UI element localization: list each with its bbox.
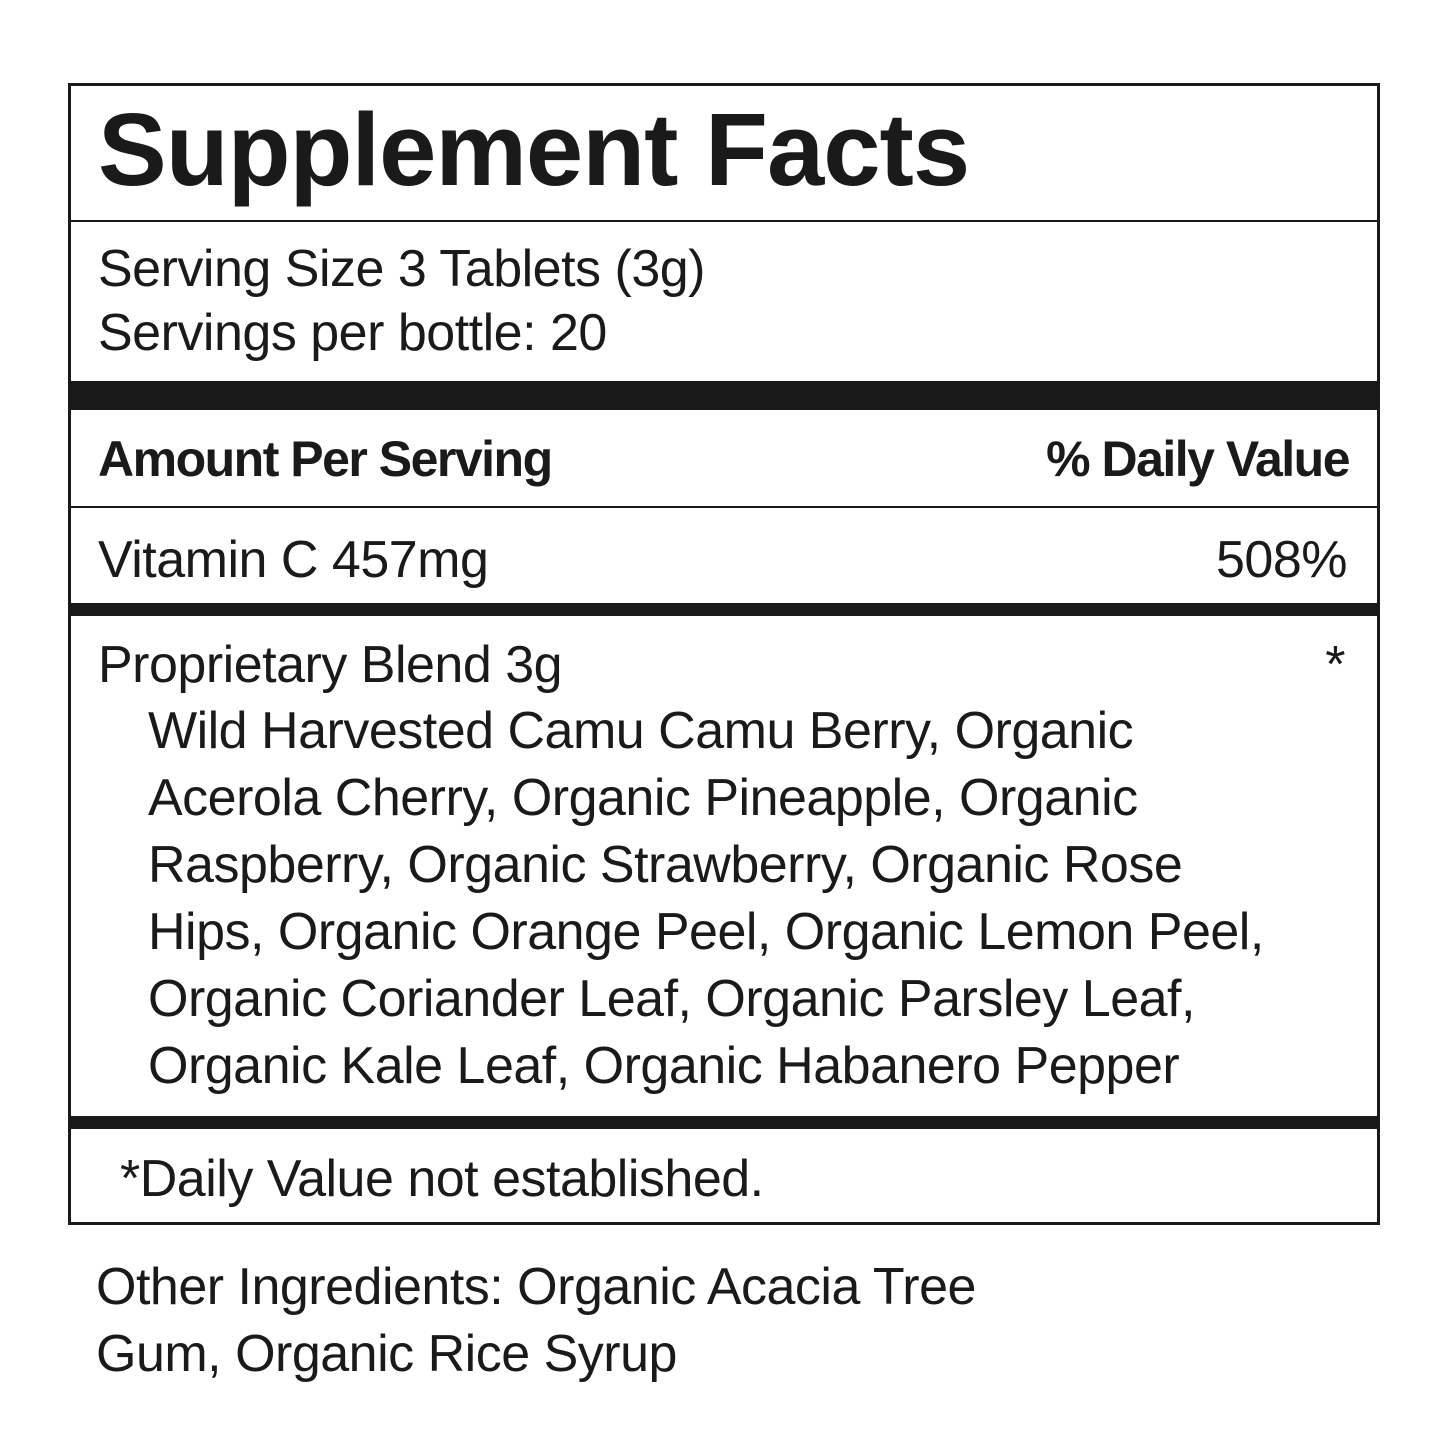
divider-thin [68,506,1380,508]
nutrient-name: Vitamin C 457mg [98,531,489,589]
ingredient-line: Organic Coriander Leaf, Organic Parsley … [148,970,1195,1028]
divider-thick [68,381,1380,410]
panel-title: Supplement Facts [98,92,970,207]
amount-per-serving-header: Amount Per Serving [98,431,553,487]
ingredient-line: Wild Harvested Camu Camu Berry, Organic [148,702,1134,760]
blend-dv: * [1325,636,1345,694]
footnote: *Daily Value not established. [120,1150,764,1208]
ingredient-line: Acerola Cherry, Organic Pineapple, Organ… [148,769,1138,827]
divider-thin [68,220,1380,222]
other-ingredients-line: Gum, Organic Rice Syrup [96,1325,677,1383]
ingredient-line: Organic Kale Leaf, Organic Habanero Pepp… [148,1037,1180,1095]
blend-ingredients: Wild Harvested Camu Camu Berry, Organic … [148,698,1363,1100]
serving-size: Serving Size 3 Tablets (3g) [98,240,705,298]
nutrient-dv: 508% [1216,531,1348,589]
supplement-facts-panel [68,83,1380,1225]
divider-medium [68,603,1380,616]
daily-value-header: % Daily Value [1046,431,1350,487]
divider-medium [68,1116,1380,1129]
ingredient-line: Hips, Organic Orange Peel, Organic Lemon… [148,903,1264,961]
blend-name: Proprietary Blend 3g [98,636,563,694]
servings-per-container: Servings per bottle: 20 [98,304,607,362]
ingredient-line: Raspberry, Organic Strawberry, Organic R… [148,836,1183,894]
other-ingredients-line: Other Ingredients: Organic Acacia Tree [96,1258,976,1316]
